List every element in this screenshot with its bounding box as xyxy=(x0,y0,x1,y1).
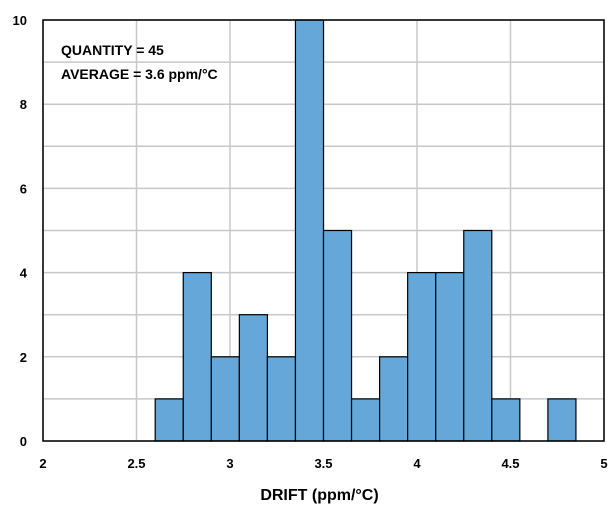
histogram-bar xyxy=(379,356,409,442)
x-tick-label: 3.5 xyxy=(314,456,332,471)
histogram-bar xyxy=(210,356,240,442)
x-tick-label: 4.5 xyxy=(501,456,519,471)
x-tick-label: 3 xyxy=(226,456,233,471)
histogram-bar xyxy=(266,356,297,442)
histogram-bar xyxy=(407,272,437,442)
histogram-bar xyxy=(547,398,577,442)
histogram-bar xyxy=(294,19,325,442)
y-tick-label: 10 xyxy=(13,13,27,28)
x-axis-label: DRIFT (ppm/°C) xyxy=(260,487,378,504)
y-tick-label: 8 xyxy=(20,97,27,112)
y-tick-labels: 0 2 4 6 8 10 xyxy=(13,13,28,449)
histogram-bar xyxy=(182,272,212,442)
quantity-annotation: QUANTITY = 45 xyxy=(61,42,164,58)
plot-frame xyxy=(42,19,605,442)
histogram-bars xyxy=(154,19,577,442)
histogram-bar xyxy=(463,229,493,442)
histogram-bar xyxy=(322,229,353,442)
x-tick-label: 5 xyxy=(600,456,607,471)
x-tick-label: 2 xyxy=(39,456,46,471)
histogram-bar xyxy=(154,398,184,442)
histogram-bar xyxy=(238,314,269,442)
y-tick-label: 6 xyxy=(20,181,27,196)
x-tick-labels: 2 2.5 3 3.5 4 4.5 5 xyxy=(39,456,607,471)
y-tick-label: 2 xyxy=(20,350,27,365)
histogram-bar xyxy=(435,272,465,442)
y-tick-label: 0 xyxy=(20,434,27,449)
histogram-bar xyxy=(350,398,381,442)
average-annotation: AVERAGE = 3.6 ppm/°C xyxy=(61,66,218,82)
y-tick-label: 4 xyxy=(20,266,28,281)
x-tick-label: 2.5 xyxy=(127,456,145,471)
histogram-bar xyxy=(491,398,521,442)
x-tick-label: 4 xyxy=(413,456,421,471)
